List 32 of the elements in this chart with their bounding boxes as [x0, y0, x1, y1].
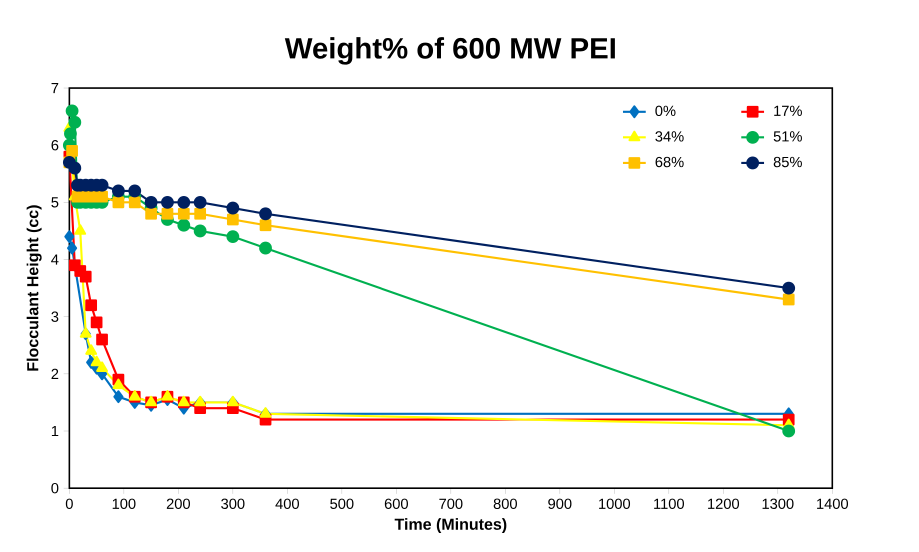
legend-label: 34%	[655, 131, 684, 142]
x-tick-label: 600	[384, 498, 408, 509]
y-tick-label: 3	[51, 311, 58, 322]
y-tick-label: 7	[52, 82, 58, 93]
legend-label: 68%	[656, 156, 684, 168]
y-tick-label: 6	[52, 140, 58, 150]
x-tick-label: 700	[439, 498, 462, 509]
x-tick-label: 400	[275, 498, 299, 509]
y-tick-label: 4	[51, 254, 59, 264]
x-tick-label: 1000	[599, 498, 630, 509]
y-tick-label: 5	[51, 197, 58, 208]
x-tick-label: 1100	[654, 498, 684, 509]
legend-label: 85%	[774, 156, 802, 168]
chart-title: Weight% of 600 MW PEI	[284, 37, 615, 65]
x-tick-label: 800	[494, 498, 517, 509]
x-tick-label: 500	[330, 498, 354, 509]
y-tick-label: 2	[52, 368, 58, 379]
legend-label: 0%	[655, 106, 676, 116]
legend-label: 17%	[774, 106, 802, 116]
y-tick-label: 1	[52, 426, 58, 436]
x-tick-label: 200	[166, 498, 190, 509]
y-axis-title: Flocculant Height (cc)	[26, 205, 42, 371]
x-tick-label: 900	[548, 498, 572, 509]
y-tick-label: 0	[51, 482, 58, 494]
x-tick-label: 0	[66, 498, 73, 509]
x-tick-label: 1400	[817, 498, 848, 509]
x-tick-label: 1300	[762, 498, 794, 509]
x-tick-label: 300	[221, 498, 244, 509]
legend-label: 51%	[774, 131, 802, 142]
x-tick-label: 100	[112, 498, 136, 509]
x-axis-title: Time (Minutes)	[394, 518, 506, 533]
x-tick-label: 1200	[708, 498, 740, 509]
